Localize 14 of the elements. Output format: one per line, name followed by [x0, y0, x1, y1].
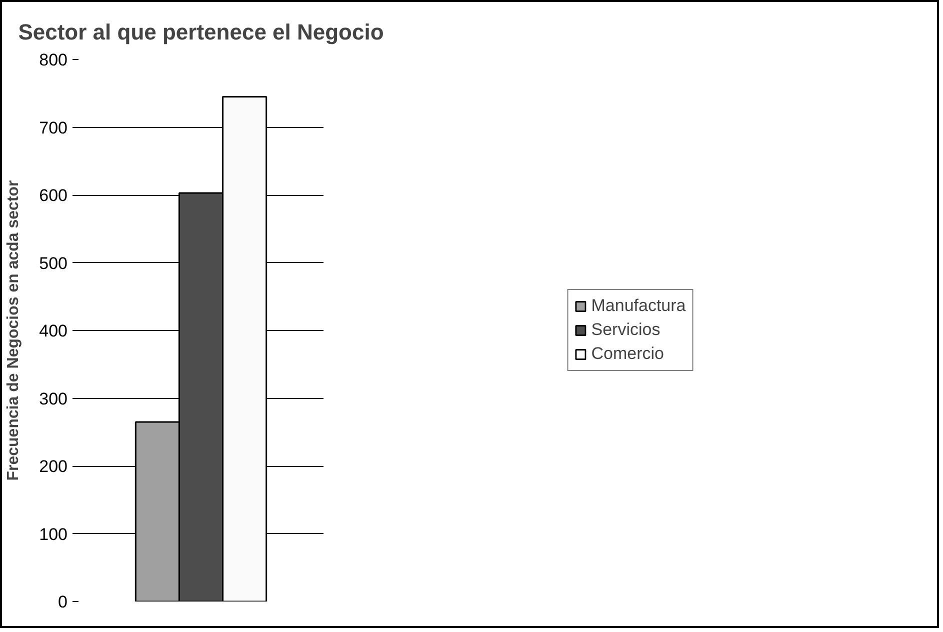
legend-label: Manufactura [591, 296, 686, 316]
y-tick-label: 700 [39, 118, 68, 138]
y-tick-label: 500 [39, 254, 68, 273]
y-tick-label: 100 [39, 524, 68, 544]
y-tick-label: 600 [39, 186, 68, 205]
y-tick-label: 200 [39, 457, 68, 476]
y-tick-label: 0 [58, 592, 68, 612]
chart-title: Sector al que pertenece el Negocio [18, 20, 384, 44]
y-tick-label: 300 [39, 389, 68, 408]
y-tick-label: 800 [39, 50, 68, 70]
y-tick-label: 400 [39, 322, 68, 340]
legend-label: Comercio [591, 344, 664, 364]
y-axis-title: Frecuencia de Negocios en acda sector [5, 180, 22, 481]
legend-label: Servicios [591, 320, 660, 340]
